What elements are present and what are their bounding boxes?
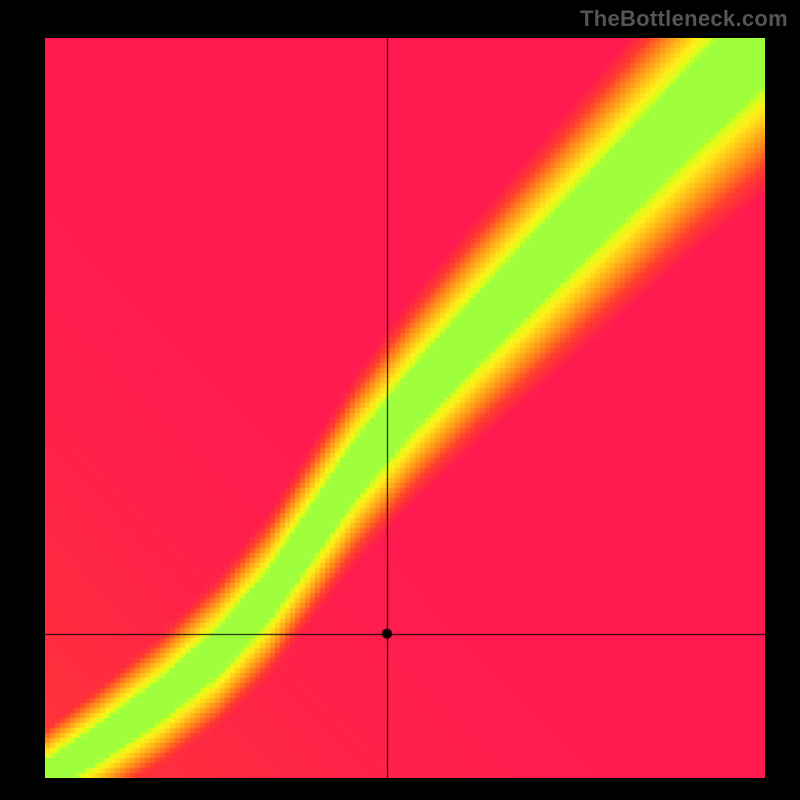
bottleneck-heatmap [45, 38, 765, 778]
chart-container: TheBottleneck.com [0, 0, 800, 800]
watermark-text: TheBottleneck.com [580, 6, 788, 32]
